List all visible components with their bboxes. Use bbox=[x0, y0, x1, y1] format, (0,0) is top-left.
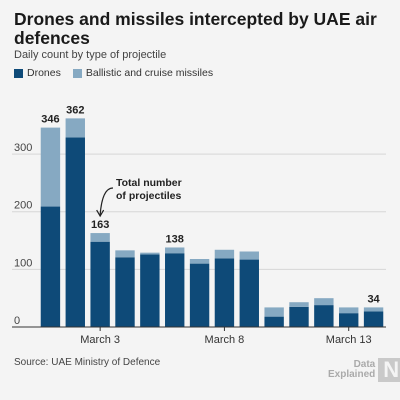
legend: Drones Ballistic and cruise missiles bbox=[14, 67, 225, 79]
bar-missiles bbox=[189, 258, 210, 264]
logo-line-1: Data bbox=[353, 359, 376, 370]
bar-missiles bbox=[90, 233, 110, 242]
bar-missiles bbox=[289, 302, 309, 307]
bar-total-label: 346 bbox=[41, 114, 59, 126]
annotation-line-2: of projectiles bbox=[116, 190, 182, 202]
bar-drones bbox=[264, 316, 284, 327]
logo-line-2: Explained bbox=[328, 369, 376, 380]
bar-drones bbox=[140, 254, 160, 327]
legend-swatch-missiles bbox=[72, 68, 82, 78]
bar-drones bbox=[40, 206, 61, 327]
bar-drones bbox=[289, 306, 309, 327]
legend-label-missiles: Ballistic and cruise missiles bbox=[85, 67, 214, 79]
bar-drones bbox=[214, 258, 235, 327]
bar-total-label: 362 bbox=[66, 104, 84, 116]
x-tick-label: March 8 bbox=[205, 334, 245, 346]
logo-mark-icon: N bbox=[378, 358, 400, 382]
bar-drones bbox=[363, 311, 384, 327]
logo-mark-letter: N bbox=[383, 357, 400, 382]
bar-total-label: 138 bbox=[166, 233, 184, 245]
bar-drones bbox=[90, 241, 110, 327]
bar-drones bbox=[339, 313, 359, 327]
legend-item-missiles: Ballistic and cruise missiles bbox=[72, 67, 214, 79]
annotation-line-1: Total number bbox=[116, 177, 182, 189]
bar-missiles bbox=[214, 249, 235, 259]
annotation-arrow bbox=[99, 187, 114, 216]
legend-label-drones: Drones bbox=[27, 67, 61, 79]
logo-text: Data Explained bbox=[328, 360, 375, 380]
legend-swatch-drones bbox=[14, 68, 23, 78]
bar-drones bbox=[65, 137, 85, 327]
bar-missiles bbox=[140, 252, 160, 255]
bar-total-label: 163 bbox=[91, 219, 109, 231]
bar-missiles bbox=[239, 251, 259, 260]
annotation-arrowhead bbox=[96, 209, 105, 218]
chart-title: Drones and missiles intercepted by UAE a… bbox=[14, 9, 377, 48]
bar-total-label: 34 bbox=[367, 293, 380, 305]
data-explained-logo: Data Explained N bbox=[328, 358, 400, 382]
bar-missiles bbox=[165, 247, 185, 254]
source-note: Source: UAE Ministry of Defence bbox=[14, 357, 161, 368]
y-tick-label: 300 bbox=[14, 142, 32, 154]
bar-drones bbox=[239, 259, 259, 327]
x-tick-label: March 3 bbox=[80, 334, 120, 346]
bar-missiles bbox=[363, 307, 384, 312]
bar-missiles bbox=[115, 250, 135, 258]
bar-missiles bbox=[65, 118, 85, 138]
bar-drones bbox=[115, 257, 135, 327]
bar-missiles bbox=[264, 307, 284, 317]
chart-subtitle: Daily count by type of projectile bbox=[14, 49, 167, 61]
y-tick-label: 0 bbox=[14, 315, 20, 327]
bar-missiles bbox=[40, 127, 61, 207]
bar-drones bbox=[314, 305, 334, 327]
x-tick-label: March 13 bbox=[326, 334, 372, 346]
bar-missiles bbox=[339, 307, 359, 314]
y-tick-label: 100 bbox=[14, 257, 32, 269]
bar-drones bbox=[165, 253, 185, 327]
y-tick-label: 200 bbox=[14, 200, 32, 212]
legend-item-drones: Drones bbox=[14, 67, 61, 79]
bar-drones bbox=[189, 263, 210, 327]
bar-missiles bbox=[314, 298, 334, 306]
